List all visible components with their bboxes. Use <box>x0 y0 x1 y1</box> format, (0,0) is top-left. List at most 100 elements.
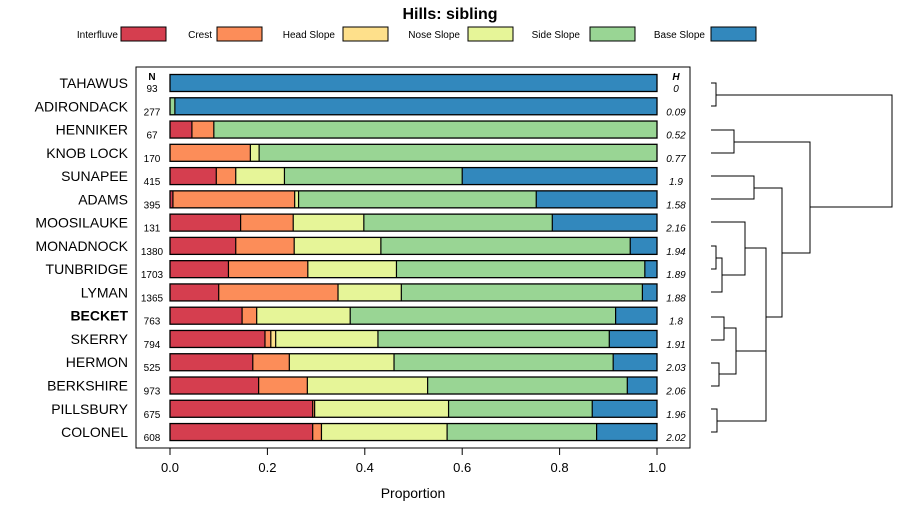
bar-segment <box>264 330 271 348</box>
h-value: 1.58 <box>666 200 686 211</box>
bar-segment <box>191 121 214 139</box>
x-tick-label: 0.8 <box>551 460 569 475</box>
bar-segment <box>170 74 657 92</box>
bar-segment <box>170 330 265 348</box>
bar-segment <box>642 283 657 301</box>
bar-segment <box>275 330 378 348</box>
h-column-header: H <box>672 72 680 83</box>
bar-segment <box>293 214 364 232</box>
row-label: MONADNOCK <box>35 238 128 254</box>
bar-segment <box>170 353 253 371</box>
row-label: ADIRONDACK <box>35 98 129 114</box>
bar-row: KNOB LOCK 170 0.77 <box>46 143 686 165</box>
bar-outline <box>169 166 658 186</box>
bar-segment <box>630 237 657 255</box>
bar-row: ADAMS 395 1.58 <box>78 190 686 211</box>
legend-swatch <box>467 26 514 42</box>
n-value: 277 <box>144 107 161 118</box>
plot-frame <box>135 66 691 449</box>
bar-segment <box>627 377 657 395</box>
bar-segment <box>609 330 657 348</box>
h-value: 0.77 <box>666 154 686 165</box>
dendrogram-link <box>754 187 783 318</box>
row-label: PILLSBURY <box>51 401 128 417</box>
dendrogram-link <box>745 247 767 386</box>
bar-segment <box>307 260 397 278</box>
bar-segment <box>170 283 219 301</box>
bar-row: HENNIKER 67 0.52 <box>56 120 686 142</box>
x-tick-label: 0.4 <box>356 460 374 475</box>
bar-segment <box>401 283 643 301</box>
row-label: SUNAPEE <box>61 168 128 184</box>
dendrogram-link <box>716 94 893 208</box>
bar-segment <box>170 97 175 115</box>
bar-outline <box>169 329 658 349</box>
h-value: 1.96 <box>666 410 686 421</box>
bar-outline <box>169 97 658 116</box>
bar-segment <box>615 307 657 325</box>
bar-segment <box>235 167 285 185</box>
bar-outline <box>169 422 658 442</box>
bar-row: MOOSILAUKE 131 2.16 <box>35 213 686 235</box>
bar-segment <box>363 214 553 232</box>
bar-outline <box>169 143 658 162</box>
n-value: 525 <box>144 363 161 374</box>
legend-label: Head Slope <box>283 30 336 41</box>
bar-segment <box>596 423 657 441</box>
n-value: 170 <box>144 154 161 165</box>
n-column-header: N <box>148 72 155 83</box>
bar-outline <box>169 306 658 325</box>
dendrogram-link <box>711 129 735 154</box>
bar-row: COLONEL 608 2.02 <box>61 422 686 444</box>
bar-segment <box>250 144 260 162</box>
row-label: BERKSHIRE <box>47 378 128 394</box>
bar-segment <box>298 190 537 208</box>
bar-segment <box>294 237 381 255</box>
legend: Interfluve Crest Head Slope Nose Slope Side … <box>77 26 757 42</box>
row-label: MOOSILAUKE <box>35 215 128 231</box>
h-value: 2.03 <box>665 363 686 374</box>
bar-segment <box>396 260 645 278</box>
chart-title: Hills: sibling <box>402 6 497 23</box>
bar-segment <box>258 377 308 395</box>
row-label: LYMAN <box>81 284 128 300</box>
dendrogram-link <box>717 350 767 422</box>
bar-segment <box>252 353 290 371</box>
bar-row: SKERRY 794 1.91 <box>71 329 686 351</box>
bar-segment <box>170 307 243 325</box>
bar-segment <box>174 97 657 115</box>
n-value: 794 <box>144 340 161 351</box>
bar-segment <box>172 190 295 208</box>
bar-segment <box>170 237 236 255</box>
x-tick-label: 0.2 <box>258 460 276 475</box>
bar-segment <box>228 260 308 278</box>
row-label: TUNBRIDGE <box>46 261 128 277</box>
dendrogram <box>711 82 893 433</box>
h-value: 1.89 <box>666 270 686 281</box>
bar-segment <box>240 214 294 232</box>
bar-segment <box>307 377 428 395</box>
legend-label: Interfluve <box>77 30 119 41</box>
n-value: 67 <box>146 131 158 142</box>
bar-segment <box>294 190 299 208</box>
row-label: HENNIKER <box>56 122 128 138</box>
bar-outline <box>169 283 658 302</box>
h-value: 1.9 <box>669 177 683 188</box>
legend-swatch <box>120 26 167 42</box>
n-value: 93 <box>146 84 158 95</box>
h-value: 1.91 <box>666 340 685 351</box>
bar-segment <box>312 400 315 418</box>
legend-swatch <box>342 26 389 42</box>
bar-segment <box>170 121 192 139</box>
legend-swatch <box>216 26 263 42</box>
bar-segment <box>170 167 217 185</box>
bar-segment <box>613 353 657 371</box>
bar-segment <box>312 423 322 441</box>
h-value: 2.16 <box>665 224 686 235</box>
bar-segment <box>242 307 257 325</box>
bar-segment <box>350 307 616 325</box>
bar-row: TAHAWUS 93 0 <box>60 73 679 95</box>
x-tick-label: 0.0 <box>161 460 179 475</box>
bar-outline <box>169 399 658 418</box>
dendrogram-link <box>711 316 725 341</box>
